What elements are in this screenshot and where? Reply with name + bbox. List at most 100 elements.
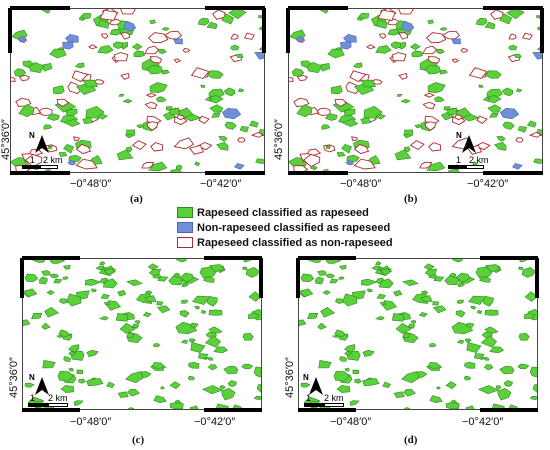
field-polygon [65, 108, 78, 116]
field-polygon [134, 320, 141, 325]
field-polygon [468, 67, 488, 80]
field-polygon [401, 20, 415, 32]
field-polygon [484, 70, 502, 79]
field-polygon [500, 107, 520, 120]
field-polygon [42, 360, 56, 369]
field-polygon [115, 313, 129, 322]
field-polygon [49, 48, 67, 59]
legend-swatch [177, 222, 193, 233]
frame-border-top [298, 256, 356, 260]
field-polygon [424, 268, 438, 277]
field-polygon [353, 158, 376, 170]
field-polygon [296, 74, 308, 82]
field-polygon [295, 36, 305, 42]
longitude-label-right: −0°42′0″ [194, 416, 236, 428]
field-polygon [136, 124, 145, 129]
field-polygon [333, 370, 350, 382]
field-polygon [143, 45, 160, 55]
field-polygon [200, 309, 207, 315]
field-polygon [391, 313, 405, 322]
field-polygon [176, 259, 187, 263]
field-polygon [460, 48, 469, 53]
field-polygon [113, 52, 129, 62]
field-polygon [122, 98, 133, 104]
field-polygon [204, 335, 222, 348]
field-polygon [489, 346, 505, 354]
field-polygon [173, 137, 195, 150]
field-polygon [427, 19, 435, 25]
field-polygon [456, 339, 465, 344]
field-polygon [367, 288, 373, 293]
field-polygon [403, 389, 416, 397]
north-arrow-icon [461, 134, 477, 154]
field-polygon [18, 104, 35, 118]
field-polygon [78, 378, 86, 384]
field-polygon [174, 399, 180, 404]
field-polygon [23, 319, 31, 326]
field-polygon [403, 407, 411, 409]
field-polygons [289, 9, 542, 172]
field-polygon [253, 396, 261, 401]
field-polygon [485, 264, 502, 273]
frame-border-left [20, 258, 24, 298]
field-polygon [470, 305, 477, 310]
field-polygon [338, 276, 345, 280]
field-polygons [299, 259, 537, 409]
field-polygon [523, 312, 536, 319]
field-polygon [320, 307, 335, 318]
field-polygon [58, 152, 68, 157]
field-polygon [100, 293, 110, 299]
frame-border-left [286, 8, 290, 53]
field-polygon [409, 140, 425, 150]
field-polygon [49, 259, 66, 264]
field-polygon [439, 69, 448, 75]
field-polygon [173, 38, 183, 45]
field-polygon [242, 266, 248, 270]
panel-label: (d) [404, 434, 418, 446]
field-polygon [465, 405, 475, 409]
field-polygon [451, 38, 461, 45]
frame-border-bottom [483, 171, 543, 175]
field-polygon [424, 64, 442, 75]
field-polygon [329, 278, 339, 284]
field-polygon [452, 259, 463, 263]
field-polygon [426, 161, 446, 172]
field-polygon [300, 382, 311, 388]
field-polygon [377, 9, 396, 21]
field-polygon [187, 375, 195, 381]
scale-bar [28, 403, 68, 407]
field-polygon [221, 387, 236, 401]
field-polygon [306, 61, 323, 74]
field-polygon [315, 276, 324, 285]
field-polygon [455, 310, 466, 318]
field-polygon [353, 143, 370, 155]
field-polygon [457, 299, 464, 304]
field-polygon [164, 30, 183, 40]
field-polygon [317, 322, 327, 330]
field-polygon [334, 98, 347, 107]
field-polygon [46, 113, 60, 121]
field-polygon [197, 353, 209, 360]
field-polygon [230, 33, 239, 40]
field-polygon [393, 391, 405, 398]
field-polygon [387, 28, 400, 36]
field-polygon [67, 160, 76, 166]
longitude-label-right: −0°42′0″ [462, 416, 504, 428]
legend-item: Rapeseed classified as rapeseed [177, 205, 393, 220]
field-polygon [24, 153, 43, 168]
field-polygon [65, 33, 79, 43]
field-polygon [68, 351, 77, 356]
field-polygon [146, 121, 159, 131]
field-polygon [41, 270, 51, 276]
field-polygon [112, 41, 124, 50]
field-polygon [75, 158, 98, 170]
field-polygon [44, 307, 59, 318]
field-polygon [449, 272, 456, 278]
field-polygon [86, 349, 99, 358]
field-polygon [515, 88, 523, 93]
field-polygon [126, 129, 135, 136]
field-polygon [484, 326, 499, 334]
field-polygon [158, 48, 167, 55]
field-polygon [402, 332, 411, 339]
field-polygon [450, 399, 456, 404]
